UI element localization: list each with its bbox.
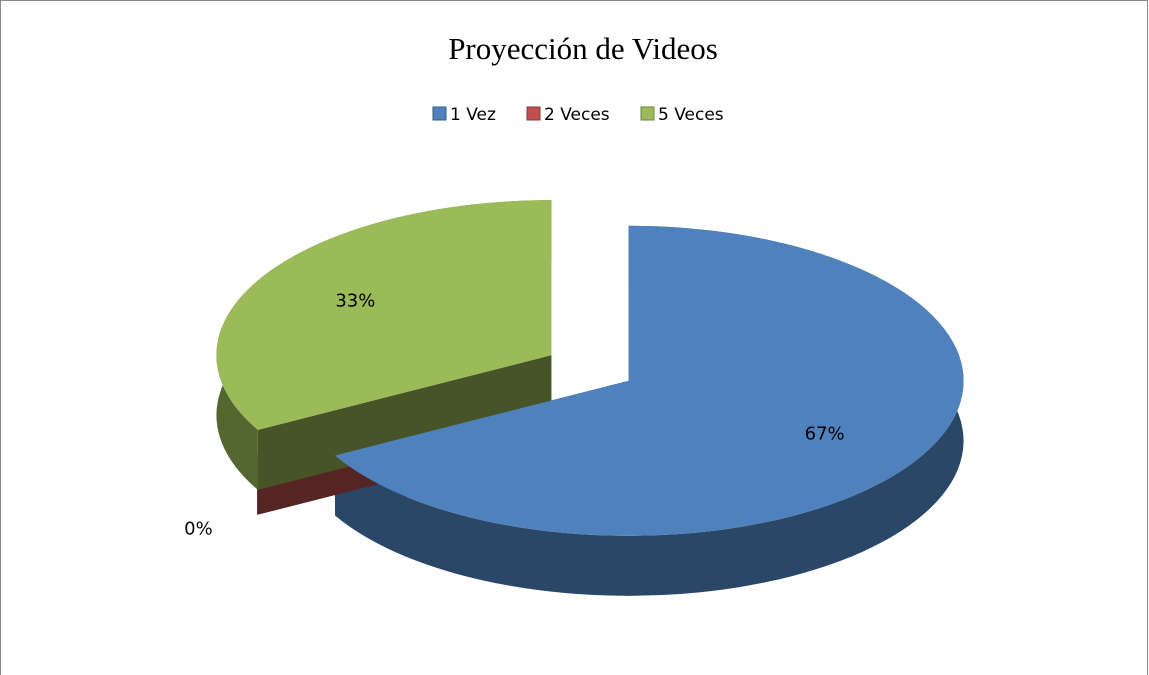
data-label: 67%	[805, 423, 845, 444]
legend-label: 2 Veces	[544, 105, 610, 125]
pie-slice	[334, 225, 964, 536]
chart-title: Proyección de Videos	[448, 31, 718, 66]
pie-tops	[216, 200, 964, 536]
legend-swatch	[526, 106, 541, 121]
legend-swatch	[432, 106, 447, 121]
legend-label: 1 Vez	[450, 105, 496, 125]
data-label: 0%	[184, 519, 213, 540]
slice-wall	[257, 355, 552, 490]
pie-slice	[216, 200, 552, 430]
legend-swatch	[640, 106, 655, 121]
legend-label: 5 Veces	[658, 105, 724, 125]
data-labels: 67% 0% 33%	[184, 291, 844, 540]
data-label: 33%	[335, 291, 375, 312]
legend: 1 Vez 2 Veces 5 Veces	[432, 105, 724, 125]
